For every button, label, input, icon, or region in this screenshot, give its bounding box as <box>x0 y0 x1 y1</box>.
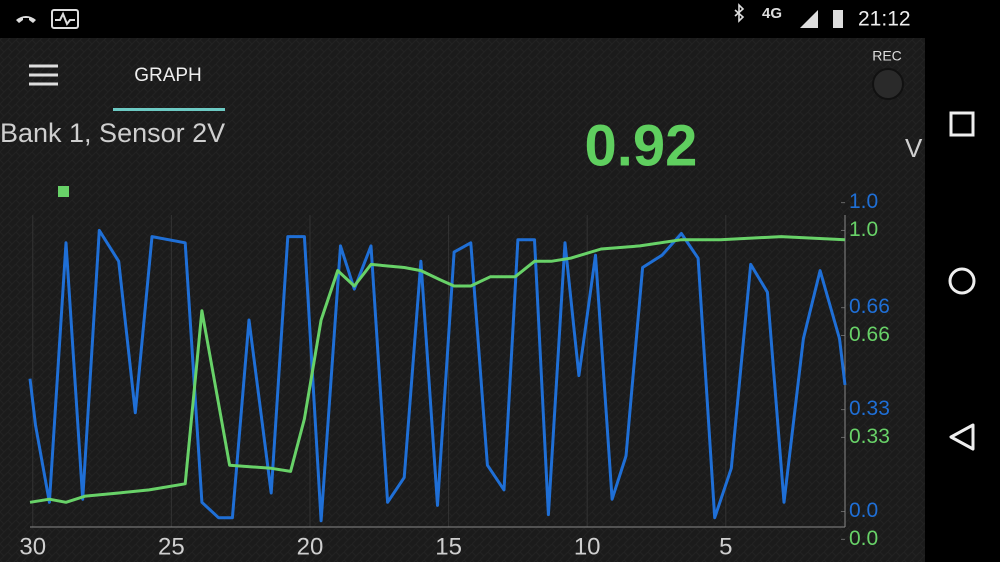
app-background <box>0 38 925 562</box>
y-tick-label: 0.66 <box>849 295 890 318</box>
network-type: 4G <box>762 5 782 22</box>
series-line <box>29 235 846 504</box>
status-bar <box>0 0 1000 38</box>
x-tick-label: 30 <box>19 533 46 560</box>
y-tick-label: 1.0 <box>849 218 878 241</box>
rec-button[interactable] <box>872 68 904 100</box>
nav-bar <box>925 0 1000 562</box>
status-icons <box>16 3 843 29</box>
back-button[interactable] <box>949 423 975 451</box>
y-tick-label: 0.0 <box>849 499 878 522</box>
x-tick-label: 20 <box>297 533 324 560</box>
tab-indicator <box>113 108 225 111</box>
x-tick-label: 15 <box>435 533 462 560</box>
y-tick-label: 0.33 <box>849 397 890 420</box>
rec-label: REC <box>872 48 902 64</box>
y-tick-label: 1.0 <box>849 190 878 213</box>
y-tick-label: 0.0 <box>849 527 878 550</box>
tab-graph[interactable]: GRAPH <box>134 65 202 86</box>
menu-button[interactable] <box>29 64 58 86</box>
x-tick-label: 5 <box>719 533 732 560</box>
sensor-name: Bank 1, Sensor 2V <box>0 118 225 148</box>
current-value: 0.92 <box>585 113 698 178</box>
unit: V <box>905 133 923 163</box>
recents-button[interactable] <box>949 111 975 137</box>
y-tick-label: 0.33 <box>849 425 890 448</box>
legend-swatch <box>58 186 69 197</box>
home-button[interactable] <box>948 267 976 295</box>
y-tick-label: 0.66 <box>849 323 890 346</box>
series-line <box>28 228 847 523</box>
plot: 30 25 20 15 10 5 0.0 0.33 0.66 1.0 0.0 0.33 0.66 1.0 <box>19 190 889 560</box>
x-tick-label: 25 <box>158 533 185 560</box>
clock: 21:12 <box>858 8 911 31</box>
x-tick-label: 10 <box>574 533 601 560</box>
